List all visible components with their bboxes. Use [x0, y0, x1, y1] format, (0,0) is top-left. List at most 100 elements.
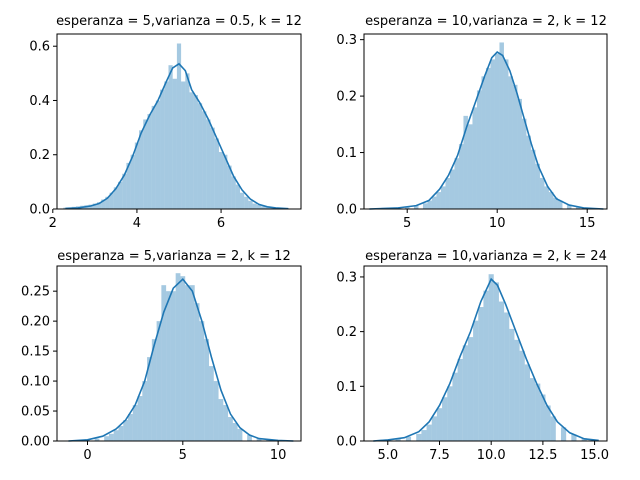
histogram-bar [147, 114, 152, 209]
histogram-bar [227, 165, 232, 209]
subplot-title: esperanza = 10,varianza = 2, k = 24 [365, 249, 607, 264]
histogram-bar [483, 290, 489, 441]
histogram-bar [232, 423, 238, 441]
histogram-bar [476, 90, 482, 209]
x-tick-label: 4 [133, 216, 141, 231]
histogram-bar [206, 119, 211, 209]
y-tick-label: 0.10 [21, 375, 50, 390]
histogram-bar [548, 192, 554, 209]
histogram-bar [481, 76, 486, 209]
histogram-bar [514, 339, 520, 441]
histogram-bar [147, 357, 152, 441]
y-tick-label: 0.0 [336, 203, 357, 218]
histogram-bar [436, 408, 443, 441]
histogram-bar [261, 206, 266, 209]
x-tick-label: 10 [270, 448, 287, 463]
histogram-bar [442, 397, 448, 441]
subplot-title: esperanza = 5,varianza = 2, k = 12 [57, 249, 290, 264]
histogram-bar [509, 328, 515, 441]
x-tick-label: 2 [49, 216, 57, 231]
histogram-bar [189, 92, 194, 209]
histogram-bar [228, 417, 233, 441]
histogram-bar [210, 127, 215, 209]
histogram-bar [142, 381, 148, 441]
y-tick-label: 0.2 [336, 325, 357, 340]
subplot-bottom-right: esperanza = 10,varianza = 2, k = 24 5.0 7… [336, 249, 609, 463]
histogram-bar [521, 118, 527, 209]
kde-line [65, 62, 289, 210]
histogram-bar [194, 303, 200, 441]
histogram-bar [463, 115, 468, 209]
histogram-bar [431, 196, 437, 209]
histogram-bar [123, 420, 129, 441]
histogram-bar [413, 205, 419, 209]
histogram-bar [404, 206, 410, 209]
y-tick-label: 0.0 [336, 435, 357, 450]
histogram-bar [508, 76, 513, 209]
axes-frame [363, 265, 608, 442]
x-tick-label: 0 [83, 448, 91, 463]
y-tick-label: 0.05 [21, 405, 50, 420]
histogram-bar [269, 207, 274, 209]
histogram-bar [156, 321, 162, 441]
histogram-bar [170, 291, 176, 441]
y-tick-label: 0.2 [29, 148, 50, 163]
y-tick-label: 0.2 [336, 90, 357, 105]
histogram-bar [151, 339, 157, 441]
x-tick-label: 15.0 [580, 448, 609, 463]
histogram-bar [512, 84, 518, 209]
histogram-bar [204, 339, 210, 441]
y-tick-label: 0.3 [336, 33, 357, 48]
histogram-bar [96, 202, 102, 209]
y-tick-label: 0.3 [336, 270, 357, 285]
histogram-bar [235, 184, 240, 209]
histogram-bar [185, 285, 190, 441]
histogram-bar [104, 436, 109, 441]
y-tick-label: 0.4 [29, 94, 50, 109]
histogram-bar [143, 119, 148, 209]
subplot-title: esperanza = 5,varianza = 0.5, k = 12 [56, 14, 302, 29]
histogram-bar [113, 187, 118, 209]
x-tick-label: 10 [489, 216, 506, 231]
histogram-bar [540, 394, 546, 441]
histogram-bar [485, 67, 491, 209]
histogram-bar [172, 78, 177, 209]
histogram-bar [539, 177, 545, 209]
histogram-bar [447, 386, 453, 441]
histogram-bar [499, 42, 504, 209]
histogram-bar [202, 111, 207, 209]
histogram-bar [185, 73, 190, 209]
histogram-bar [467, 337, 474, 441]
histogram-bar [494, 53, 500, 210]
histogram-bar [248, 200, 253, 209]
histogram-bar [139, 130, 144, 209]
histogram-bar [557, 200, 563, 209]
histogram-bar [256, 438, 262, 441]
histogram-bar [405, 436, 412, 441]
histogram-bar [566, 204, 572, 209]
histogram-bar [431, 416, 437, 441]
histogram-bar [213, 381, 219, 441]
kde-line [373, 277, 599, 442]
histogram-bar [488, 274, 494, 441]
histogram-bar [237, 429, 243, 441]
histogram-bar [490, 59, 495, 209]
histogram-bar [161, 285, 167, 441]
histogram-bar [535, 163, 540, 209]
histogram-bar [181, 81, 186, 209]
histogram-bar [445, 177, 450, 209]
histogram-bar [449, 169, 455, 209]
histogram-bar [151, 105, 156, 209]
histogram-bar [130, 154, 135, 209]
y-tick-label: 0.1 [336, 380, 357, 395]
kde-line [369, 51, 604, 210]
histogram-bar [395, 438, 401, 441]
histogram-bar [197, 103, 203, 209]
kde-line [68, 278, 294, 442]
histogram-bar [436, 192, 441, 209]
histogram-bar [427, 200, 432, 209]
histogram-bar [92, 203, 97, 209]
histogram-bar [498, 301, 505, 441]
histogram-bar [231, 176, 236, 209]
